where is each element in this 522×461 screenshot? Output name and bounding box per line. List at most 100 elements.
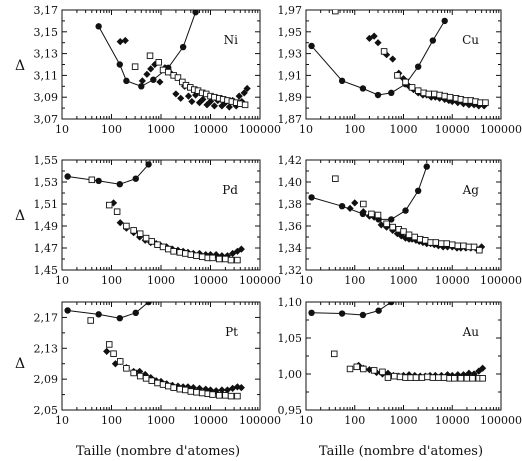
data-point-square <box>470 243 478 251</box>
x-tick-label: 100000 <box>480 274 522 287</box>
data-point-square <box>234 256 241 264</box>
y-tick-label: 1,42 <box>278 154 303 167</box>
data-point-square <box>476 246 483 254</box>
x-tick-label: 10000 <box>435 123 470 136</box>
data-point-square <box>227 392 235 400</box>
data-point-square <box>164 382 172 390</box>
y-tick-label: 1,34 <box>278 242 303 255</box>
data-point-square <box>193 389 200 396</box>
data-point-square <box>87 317 94 324</box>
data-point-square <box>457 375 465 382</box>
data-point-diamond <box>223 386 232 394</box>
panel-ni: 10 100 1000 10000 100000 3,07 3,09 3,11 3,13 3,15… <box>34 4 282 136</box>
x-tick-label: 100000 <box>239 123 281 136</box>
data-point-diamond <box>237 384 245 392</box>
data-point-diamond <box>359 208 367 216</box>
data-point-circle <box>402 207 409 214</box>
data-pd <box>64 161 245 264</box>
y-tick-label: 3,11 <box>34 69 59 82</box>
data-point-diamond <box>156 78 164 86</box>
data-point-square <box>193 252 200 259</box>
data-point-square <box>182 386 189 394</box>
data-point-circle <box>95 23 102 30</box>
data-point-circle <box>150 76 157 83</box>
x-tick-label: 100 <box>344 414 365 427</box>
data-point-diamond <box>445 96 453 105</box>
y-tick-label: 1,93 <box>278 48 303 61</box>
x-tick-label: 10 <box>55 123 69 136</box>
data-point-circle <box>414 63 422 70</box>
y-tick-label: 1,00 <box>278 368 303 381</box>
y-tick-label: 1,40 <box>278 176 303 189</box>
data-point-square <box>123 222 130 230</box>
data-point-square <box>136 230 144 237</box>
data-point-diamond <box>188 97 196 106</box>
data-point-square <box>179 78 186 86</box>
y-tick-label: 1,47 <box>34 242 59 255</box>
data-point-square <box>402 78 409 86</box>
data-point-square <box>394 72 401 79</box>
y-tick-label: 1,53 <box>34 176 59 189</box>
data-cu <box>308 10 489 110</box>
x-tick-label: 10000 <box>193 274 228 287</box>
data-point-square <box>440 374 448 381</box>
data-point-circle <box>388 302 395 306</box>
data-point-diamond <box>374 39 382 47</box>
data-point-diamond <box>206 251 215 259</box>
data-point-square <box>411 233 418 241</box>
x-axis-label-right: Taille (nombre d'atomes) <box>319 444 483 459</box>
data-point-diamond <box>240 89 248 97</box>
data-point-diamond <box>202 385 210 393</box>
data-point-diamond <box>121 36 129 45</box>
y-tick-label: 3,15 <box>34 26 59 39</box>
data-point-circle <box>308 194 315 201</box>
data-point-circle <box>64 307 71 314</box>
data-point-diamond <box>218 386 226 394</box>
data-point-square <box>346 365 354 373</box>
y-tick-label: 2,13 <box>34 342 59 355</box>
panel-label-au: Au <box>462 325 480 339</box>
data-point-circle <box>64 173 71 180</box>
data-point-diamond <box>459 371 468 379</box>
panel-pt: 10 100 1000 10000 100000 2,05 2,09 2,13 2,17 Pt <box>34 301 281 427</box>
y-tick-label: 1,87 <box>278 113 303 126</box>
y-tick-label: 3,09 <box>34 91 59 104</box>
y-axis-label-row-1: Δ <box>15 58 25 74</box>
data-point-diamond <box>370 32 378 40</box>
data-point-circle <box>414 187 422 194</box>
data-point-square <box>429 374 437 381</box>
data-point-diamond <box>195 384 204 392</box>
data-point-diamond <box>233 383 242 391</box>
y-tick-label: 1,36 <box>278 220 303 233</box>
data-point-square <box>88 176 96 184</box>
data-point-circle <box>423 163 430 170</box>
data-point-square <box>331 350 338 358</box>
data-point-diamond <box>235 92 243 100</box>
data-au <box>308 302 487 382</box>
data-point-square <box>209 391 216 398</box>
data-point-square <box>380 48 388 55</box>
y-tick-label: 1,10 <box>278 296 303 309</box>
x-tick-label: 1000 <box>147 414 175 427</box>
data-point-diamond <box>389 55 397 63</box>
data-point-circle <box>338 203 346 210</box>
data-point-square <box>368 210 375 218</box>
x-tick-label: 100000 <box>239 274 281 287</box>
y-tick-label: 1,49 <box>34 220 59 233</box>
data-point-diamond <box>370 213 378 221</box>
data-point-diamond <box>454 371 462 379</box>
x-tick-label: 100 <box>344 274 365 287</box>
data-point-square <box>198 389 206 397</box>
data-point-square <box>209 254 216 262</box>
data-point-diamond <box>138 77 146 85</box>
y-tick-label: 2,09 <box>34 373 59 386</box>
data-point-square <box>441 92 448 100</box>
data-point-square <box>174 74 182 81</box>
data-point-square <box>451 375 458 382</box>
data-point-square <box>142 375 150 382</box>
panel-label-ni: Ni <box>224 33 239 47</box>
data-point-square <box>407 374 414 381</box>
data-point-square <box>431 90 438 98</box>
data-point-square <box>215 255 223 263</box>
data-point-square <box>131 63 139 70</box>
